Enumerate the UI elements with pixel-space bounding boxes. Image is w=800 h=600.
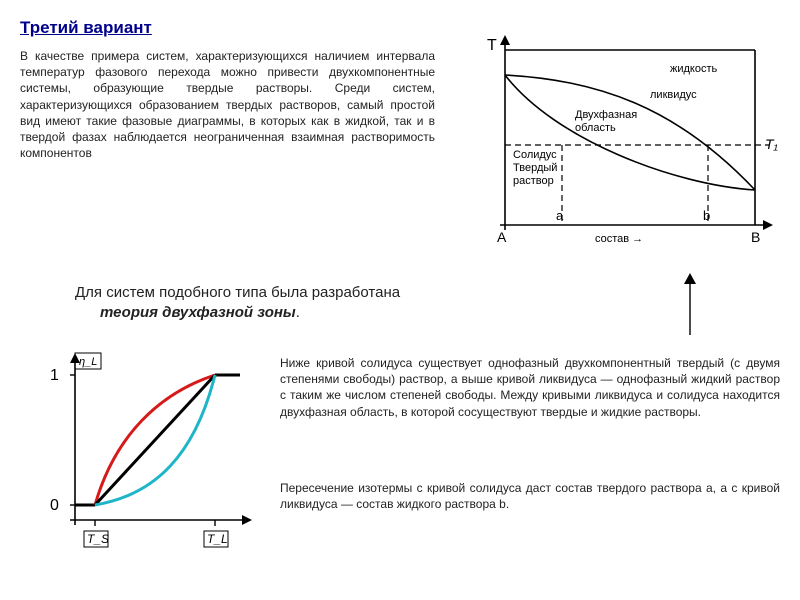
- label-eta: η_L: [79, 356, 97, 368]
- label-liquidus: ликвидус: [650, 89, 697, 101]
- label-a: a: [556, 208, 564, 223]
- label-one: 1: [50, 367, 59, 384]
- label-B: B: [751, 229, 760, 245]
- label-liquid: жидкость: [670, 63, 718, 75]
- curve-chart: η_L 1 0 T_S T_L: [20, 345, 260, 555]
- phase-diagram: T A B состав → T₁ a b жидкость ликвидус …: [445, 30, 785, 260]
- label-solid1: Твердый: [513, 162, 557, 174]
- label-xaxis: состав →: [595, 233, 643, 245]
- label-twophase2: область: [575, 122, 616, 134]
- label-A: A: [497, 229, 507, 245]
- label-solidus: Солидус: [513, 149, 557, 161]
- mid-period: .: [296, 304, 300, 321]
- mid-line1: Для систем подобного типа была разработа…: [75, 284, 400, 301]
- label-T: T: [487, 37, 497, 54]
- mid-em: теория двухфазной зоны: [100, 304, 296, 321]
- label-TL: T_L: [207, 532, 228, 546]
- label-T1: T₁: [765, 136, 779, 152]
- up-arrow-icon: [670, 270, 710, 340]
- label-Ts: T_S: [87, 532, 109, 546]
- paragraph-isotherm: Пересечение изотермы с кривой солидуса д…: [280, 480, 780, 512]
- label-twophase1: Двухфазная: [575, 109, 637, 121]
- label-solid2: раствор: [513, 175, 554, 187]
- mid-text: Для систем подобного типа была разработа…: [75, 283, 515, 324]
- label-zero: 0: [50, 497, 59, 514]
- page-title: Третий вариант: [20, 18, 152, 38]
- paragraph-below-solidus: Ниже кривой солидуса существует однофазн…: [280, 355, 780, 420]
- paragraph-intro: В качестве примера систем, характеризующ…: [20, 48, 435, 161]
- label-b: b: [703, 208, 710, 223]
